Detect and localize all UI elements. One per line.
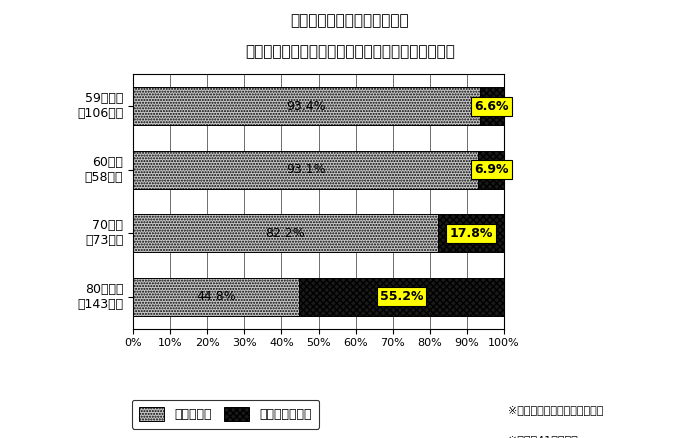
- Bar: [133, 87, 480, 125]
- Bar: [133, 214, 438, 252]
- Bar: [133, 278, 299, 316]
- Bar: [133, 151, 478, 189]
- Text: 契約当事者の年代別件数及び相談者との関係の割合: 契約当事者の年代別件数及び相談者との関係の割合: [245, 44, 455, 59]
- Text: 44.8%: 44.8%: [196, 290, 236, 303]
- Text: ※無回答41件を除く: ※無回答41件を除く: [508, 435, 578, 438]
- Legend: 契約者本人, 家族及び第三者: 契約者本人, 家族及び第三者: [132, 399, 319, 429]
- Text: ※都内消費生活センター受付分: ※都内消費生活センター受付分: [508, 405, 603, 415]
- Text: 55.2%: 55.2%: [380, 290, 424, 303]
- Text: 6.9%: 6.9%: [474, 163, 508, 176]
- Text: 93.4%: 93.4%: [286, 100, 326, 113]
- Text: 93.1%: 93.1%: [286, 163, 326, 176]
- Bar: [478, 151, 504, 189]
- Text: 82.2%: 82.2%: [265, 227, 305, 240]
- Text: 6.6%: 6.6%: [475, 100, 509, 113]
- Bar: [480, 87, 504, 125]
- Text: 17.8%: 17.8%: [449, 227, 493, 240]
- Bar: [299, 278, 504, 316]
- Text: 令和５年度上半期　訪問購入: 令和５年度上半期 訪問購入: [290, 13, 410, 28]
- Bar: [438, 214, 504, 252]
